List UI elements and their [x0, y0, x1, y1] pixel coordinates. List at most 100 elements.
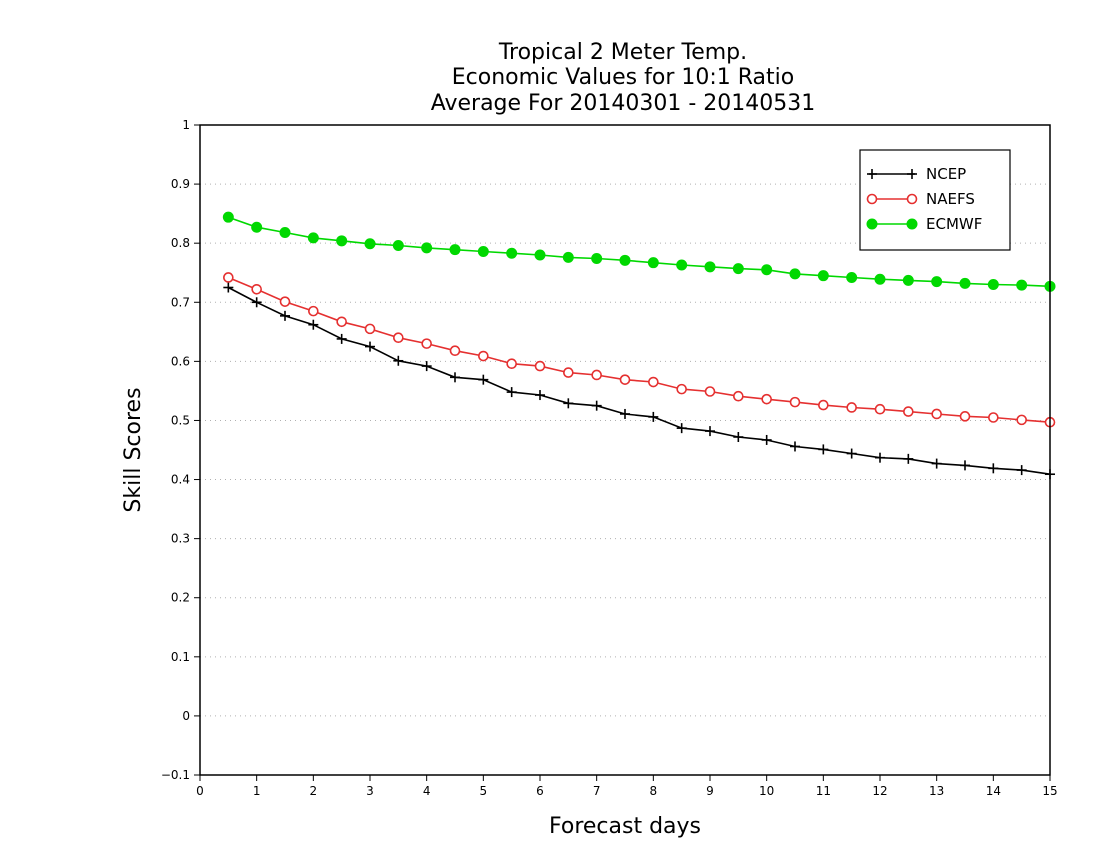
data-point-ncep: [931, 458, 942, 469]
data-point-ncep: [563, 398, 574, 409]
data-point-ecmwf: [392, 240, 404, 252]
title-line-2: Economic Values for 10:1 Ratio: [452, 65, 794, 90]
y-tick-label: 0.9: [171, 177, 190, 191]
data-point-ncep: [818, 444, 829, 455]
x-tick-label: 6: [536, 784, 544, 798]
data-point-naefs: [223, 272, 234, 283]
data-point-naefs: [449, 345, 461, 357]
data-point-ecmwf: [506, 247, 518, 259]
data-point-naefs: [534, 360, 546, 372]
data-point-ncep: [223, 282, 234, 293]
y-axis-label: Skill Scores: [121, 387, 146, 512]
y-tick-label: 0.5: [171, 413, 190, 427]
series-lines: [222, 211, 1056, 480]
series-line-ncep: [227, 286, 1051, 475]
data-point-ncep: [960, 460, 970, 471]
data-point-ecmwf: [761, 264, 773, 276]
data-point-ecmwf: [449, 244, 461, 256]
data-point-ecmwf: [817, 270, 829, 282]
legend-marker-end: [907, 169, 917, 179]
data-point-ecmwf: [336, 235, 348, 247]
series-ecmwf: [222, 211, 1056, 292]
data-point-ecmwf: [619, 254, 631, 266]
y-tick-label: 0.8: [171, 236, 190, 250]
series-naefs: [223, 272, 1056, 428]
data-point-naefs: [789, 396, 801, 408]
y-tick-label: 0: [182, 709, 190, 723]
legend-marker-start: [866, 193, 878, 205]
data-point-naefs: [988, 412, 999, 423]
data-point-ncep: [620, 408, 630, 419]
data-point-naefs: [478, 350, 489, 362]
data-point-naefs: [818, 399, 829, 411]
x-tick-label: 9: [706, 784, 714, 798]
axis-ticks: −0.100.10.20.30.40.50.60.70.80.910 1 2 3 4 5 6…: [161, 118, 1058, 798]
x-tick-label: 8: [650, 784, 658, 798]
data-point-ecmwf: [1016, 279, 1028, 291]
x-tick-label: 11: [816, 784, 831, 798]
data-point-ecmwf: [647, 257, 659, 269]
data-point-naefs: [846, 402, 857, 413]
x-tick-label: 3: [366, 784, 374, 798]
title-line-3: Average For 20140301 - 20140531: [431, 91, 816, 116]
data-point-naefs: [733, 390, 744, 402]
x-tick-label: 5: [480, 784, 488, 798]
legend-item-ecmwf: ECMWF: [866, 215, 982, 233]
legend-item-ncep: NCEP: [867, 165, 966, 183]
y-tick-label: 0.6: [171, 354, 190, 368]
data-point-naefs: [676, 383, 687, 395]
legend: NCEP NAEFS ECMWF: [859, 149, 1011, 251]
data-point-ecmwf: [676, 259, 688, 271]
x-axis-label: Forecast days: [549, 814, 701, 839]
data-point-ecmwf: [562, 251, 574, 263]
data-point-ncep: [280, 310, 290, 321]
data-point-ecmwf: [846, 271, 858, 283]
data-point-ncep: [478, 374, 489, 385]
data-point-ncep: [988, 463, 999, 474]
x-tick-label: 7: [593, 784, 601, 798]
data-point-ncep: [705, 426, 715, 437]
y-tick-label: 1: [182, 118, 190, 132]
data-point-ecmwf: [789, 268, 801, 280]
data-point-ncep: [421, 361, 432, 372]
data-point-naefs: [591, 369, 602, 381]
data-point-ncep: [903, 453, 914, 464]
x-tick-label: 1: [253, 784, 261, 798]
x-tick-label: 15: [1042, 784, 1057, 798]
data-point-ncep: [733, 432, 744, 442]
data-point-naefs: [931, 408, 942, 420]
x-tick-label: 10: [759, 784, 774, 798]
y-tick-label: −0.1: [161, 768, 190, 782]
data-point-ncep: [846, 448, 857, 459]
legend-label: ECMWF: [926, 215, 982, 233]
data-point-ecmwf: [591, 253, 603, 265]
data-point-ecmwf: [364, 238, 376, 250]
data-point-ncep: [365, 341, 375, 352]
x-tick-label: 0: [196, 784, 204, 798]
legend-label: NAEFS: [926, 190, 975, 208]
x-tick-label: 2: [310, 784, 318, 798]
data-point-naefs: [648, 376, 659, 388]
plot-frame: [199, 124, 1051, 776]
data-point-ncep: [790, 441, 800, 452]
data-point-ncep: [393, 355, 404, 366]
data-point-ecmwf: [931, 276, 943, 288]
data-point-naefs: [506, 358, 517, 370]
chart-title: Tropical 2 Meter Temp. Economic Values f…: [431, 40, 816, 116]
data-point-naefs: [421, 338, 432, 349]
title-line-1: Tropical 2 Meter Temp.: [498, 40, 747, 65]
legend-marker-start: [866, 218, 878, 230]
y-tick-label: 0.1: [171, 650, 190, 664]
data-point-ecmwf: [421, 242, 433, 254]
data-point-ecmwf: [987, 279, 999, 291]
x-tick-label: 12: [872, 784, 887, 798]
data-point-naefs: [308, 305, 319, 317]
data-point-ncep: [761, 434, 772, 445]
data-point-naefs: [279, 296, 291, 307]
data-point-naefs: [704, 386, 716, 397]
data-point-ecmwf: [704, 261, 716, 273]
x-tick-label: 14: [986, 784, 1001, 798]
data-point-ncep: [676, 423, 687, 434]
data-point-ncep: [450, 372, 460, 383]
